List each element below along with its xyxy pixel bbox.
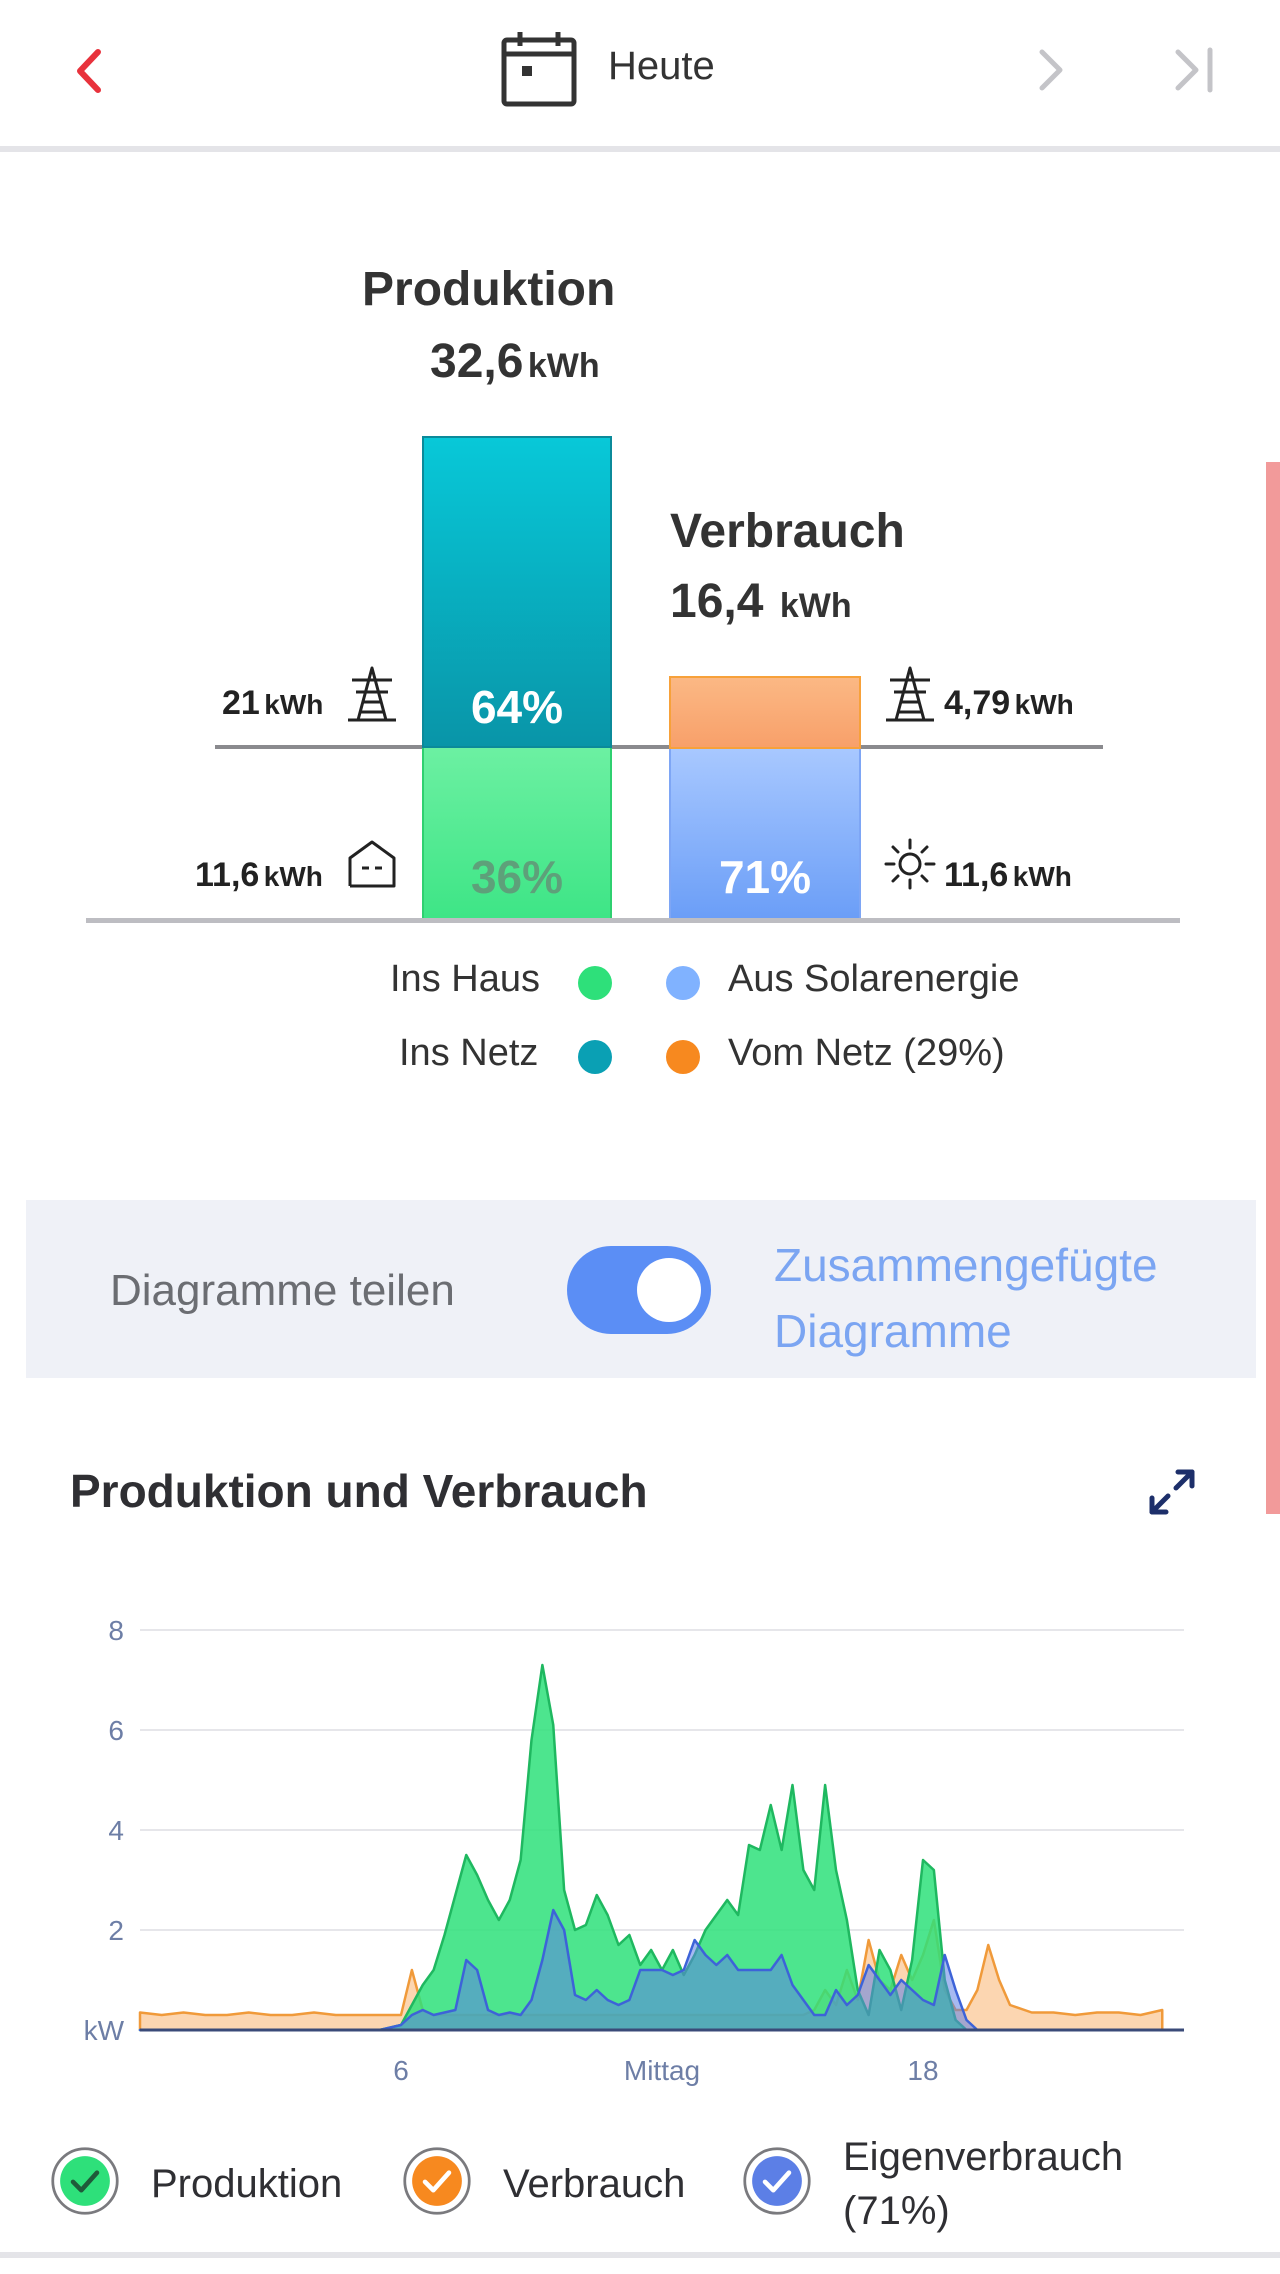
divider-line	[215, 745, 1103, 749]
y-tick-label: 4	[108, 1815, 124, 1846]
check-icon	[403, 2147, 471, 2215]
merged-charts-label[interactable]: Zusammengefügte Diagramme	[774, 1232, 1244, 1364]
percent-ins-haus: 36%	[470, 851, 564, 903]
legend-eigenverbrauch-line2: (71%)	[843, 2189, 950, 2233]
production-bar[interactable]: 64% 36%	[422, 436, 612, 918]
legend-verbrauch-toggle[interactable]	[402, 2146, 472, 2221]
legend-ins-netz-label: Ins Netz	[399, 1032, 539, 1074]
expand-icon	[1149, 1469, 1195, 1515]
chevron-left-icon	[77, 49, 101, 93]
to-house-value: 11,6 kWh	[195, 856, 323, 895]
last-day-button[interactable]	[1170, 40, 1226, 100]
to-grid-value: 21 kWh	[222, 684, 323, 723]
bar-segment-ins-netz	[422, 436, 612, 748]
skip-to-end-icon	[1175, 47, 1213, 93]
y-axis-unit: kW	[84, 2015, 125, 2046]
legend-vom-netz-dot	[666, 1040, 700, 1074]
percent-aus-solar: 71%	[718, 851, 812, 903]
legend-verbrauch-label[interactable]: Verbrauch	[503, 2162, 686, 2206]
consumption-total-unit: kWh	[779, 587, 852, 625]
chevron-right-icon	[1039, 49, 1063, 91]
x-tick-label: 6	[393, 2055, 409, 2086]
consumption-total: 16,4 kWh	[670, 574, 852, 629]
from-grid-number: 4,79	[944, 684, 1011, 722]
from-solar-unit: kWh	[1012, 861, 1072, 892]
split-charts-label: Diagramme teilen	[110, 1266, 455, 1315]
from-solar-number: 11,6	[944, 856, 1009, 894]
y-tick-label: 2	[108, 1915, 124, 1946]
sun-icon	[884, 838, 936, 890]
from-grid-value: 4,79 kWh	[944, 684, 1074, 723]
legend-eigenverbrauch-line1: Eigenverbrauch	[843, 2135, 1124, 2179]
check-icon	[743, 2147, 811, 2215]
legend-aus-solar-dot	[666, 966, 700, 1000]
legend-ins-netz-dot	[578, 1040, 612, 1074]
bottom-divider	[0, 2252, 1280, 2258]
scroll-indicator[interactable]	[1266, 462, 1280, 1514]
legend-ins-haus-dot	[578, 966, 612, 1000]
date-label[interactable]: Heute	[608, 44, 715, 88]
consumption-total-value: 16,4	[670, 575, 764, 628]
legend-produktion-toggle[interactable]	[50, 2146, 120, 2221]
y-tick-label: 6	[108, 1715, 124, 1746]
next-day-button[interactable]	[1030, 40, 1076, 100]
bar-segment-aus-solar	[669, 749, 861, 918]
legend-produktion-label[interactable]: Produktion	[151, 2162, 343, 2206]
production-title: Produktion	[362, 263, 616, 316]
bar-segment-ins-haus	[422, 748, 612, 918]
production-total-value: 32,6	[430, 335, 524, 388]
power-tower-icon	[886, 666, 934, 722]
consumption-title: Verbrauch	[670, 505, 905, 558]
merged-charts-label-line1: Zusammengefügte	[774, 1239, 1158, 1291]
production-total: 32,6 kWh	[430, 334, 600, 389]
from-grid-unit: kWh	[1014, 689, 1074, 720]
calendar-icon[interactable]	[500, 30, 578, 108]
top-bar: Heute	[0, 0, 1280, 152]
y-tick-label: 8	[108, 1615, 124, 1646]
production-total-unit: kWh	[527, 347, 600, 385]
legend-ins-haus-label: Ins Haus	[390, 958, 540, 1000]
from-solar-value: 11,6 kWh	[944, 856, 1072, 895]
toggle-knob	[637, 1258, 701, 1322]
production-consumption-chart[interactable]: 2 4 6 8 kW 6 Mittag 18	[60, 1590, 1220, 2100]
percent-ins-netz: 64%	[470, 681, 564, 733]
legend-aus-solar-label: Aus Solarenergie	[728, 958, 1020, 1000]
to-house-number: 11,6	[195, 856, 260, 894]
x-tick-label: Mittag	[624, 2055, 700, 2086]
series-area-eigenverbrauch	[138, 1908, 1164, 2032]
expand-button[interactable]	[1146, 1466, 1198, 1518]
bar-segment-vom-netz	[669, 676, 861, 749]
check-icon	[51, 2147, 119, 2215]
consumption-bar[interactable]: 71%	[669, 676, 861, 918]
legend-vom-netz-label: Vom Netz (29%)	[728, 1032, 1005, 1074]
legend-eigenverbrauch-label[interactable]: Eigenverbrauch (71%)	[843, 2130, 1123, 2238]
merged-charts-label-line2: Diagramme	[774, 1305, 1012, 1357]
power-tower-icon	[348, 666, 396, 722]
baseline	[86, 918, 1180, 923]
chart-title: Produktion und Verbrauch	[70, 1465, 648, 1517]
split-charts-toggle[interactable]	[567, 1246, 711, 1334]
legend-eigenverbrauch-toggle[interactable]	[742, 2146, 812, 2221]
house-icon	[348, 840, 396, 888]
to-house-unit: kWh	[263, 861, 323, 892]
to-grid-unit: kWh	[264, 689, 324, 720]
to-grid-number: 21	[222, 684, 260, 722]
x-tick-label: 18	[907, 2055, 938, 2086]
back-button[interactable]	[60, 38, 120, 104]
